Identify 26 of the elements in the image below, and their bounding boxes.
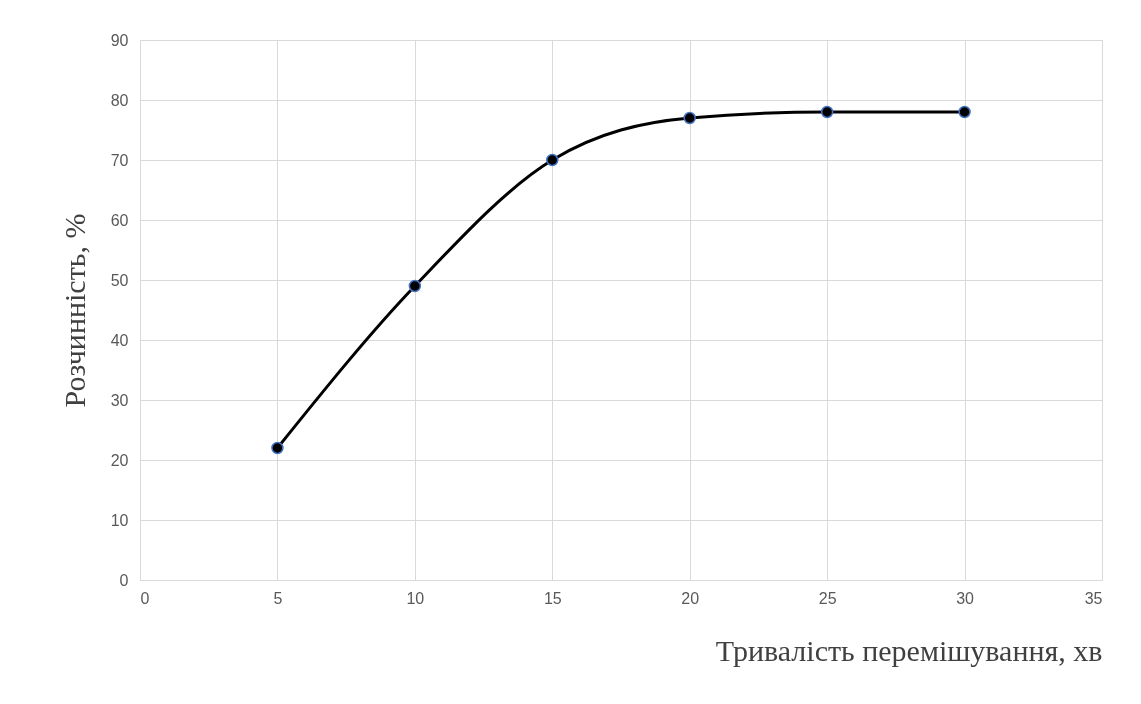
y-tick-label: 0 (119, 571, 129, 589)
y-tick-label: 50 (110, 271, 129, 289)
point (271, 441, 284, 455)
y-tick-label: 30 (110, 391, 129, 409)
y-tick-label: 90 (110, 31, 129, 49)
y-tick-label: 20 (110, 451, 129, 469)
x-tick-label: 0 (140, 589, 150, 607)
point (683, 111, 696, 125)
y-tick-label: 40 (110, 331, 129, 349)
y-tick-label: 10 (110, 511, 129, 529)
x-tick-label: 35 (1084, 589, 1103, 607)
y-tick-label: 70 (110, 151, 129, 169)
x-axis-title: Тривалість перемішування, хв (715, 633, 1103, 667)
x-tick-label: 10 (406, 589, 425, 607)
y-axis-title: Розчинність, % (57, 213, 91, 408)
point (820, 105, 834, 119)
y-tick-label: 60 (110, 211, 129, 229)
x-tick-label: 25 (818, 589, 837, 607)
x-tick-label: 20 (681, 589, 700, 607)
point (408, 279, 422, 293)
point (546, 153, 559, 167)
x-tick-label: 5 (273, 589, 283, 607)
x-tick-label: 15 (543, 589, 562, 607)
point (958, 105, 971, 119)
y-tick-label: 80 (110, 91, 129, 109)
x-tick-label: 30 (956, 589, 975, 607)
